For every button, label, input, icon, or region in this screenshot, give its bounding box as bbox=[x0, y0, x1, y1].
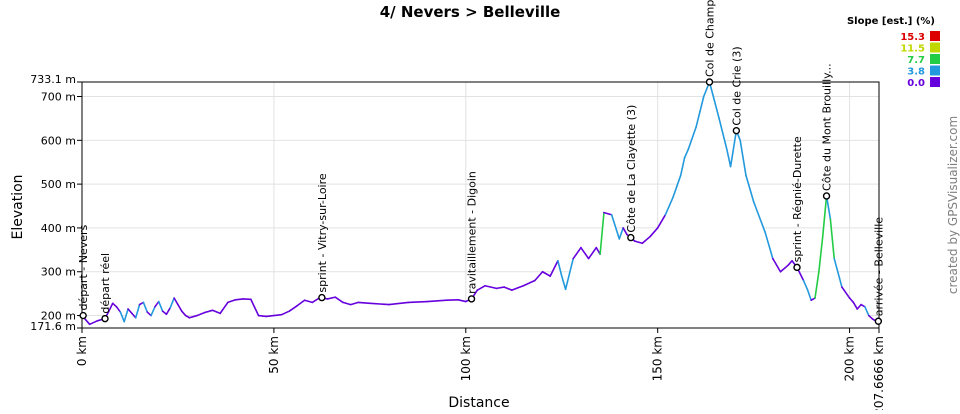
x-tick-label: 150 km bbox=[651, 336, 665, 381]
waypoint-marker bbox=[469, 296, 475, 302]
waypoint-label: arrivée - Belleville bbox=[872, 217, 885, 317]
waypoint-label: ravitaillement - Digoin bbox=[466, 171, 479, 294]
legend-swatch bbox=[930, 77, 940, 87]
x-tick-label: 100 km bbox=[459, 336, 473, 381]
legend-label: 3.8 bbox=[907, 67, 925, 78]
legend-swatch bbox=[930, 43, 940, 53]
waypoint-label: départ réel bbox=[99, 253, 112, 314]
waypoint-marker bbox=[824, 193, 830, 199]
elevation-segment bbox=[274, 315, 282, 316]
elevation-segment bbox=[259, 316, 267, 317]
y-tick-label: 300 m bbox=[41, 266, 76, 279]
waypoint-marker bbox=[628, 235, 634, 241]
elevation-area bbox=[82, 82, 879, 328]
x-tick-label: 200 km bbox=[843, 336, 857, 381]
x-tick-label: 0 km bbox=[75, 336, 89, 366]
legend-label: 7.7 bbox=[907, 55, 925, 66]
waypoint-marker bbox=[319, 295, 325, 301]
elevation-segment bbox=[266, 316, 274, 317]
elevation-segment bbox=[236, 299, 244, 300]
x-axis-label: Distance bbox=[448, 395, 509, 410]
waypoint-label: départ - Nevers bbox=[77, 224, 90, 310]
waypoint-label: sprint - Régnié-Durette bbox=[791, 136, 804, 262]
legend-label: 0.0 bbox=[907, 78, 925, 89]
y-tick-label: 400 m bbox=[41, 222, 76, 235]
legend-swatch bbox=[930, 66, 940, 76]
waypoint-label: Col de Champ... bbox=[703, 0, 716, 77]
waypoint-marker bbox=[794, 264, 800, 270]
waypoint-label: Col de Crie (3) bbox=[730, 46, 743, 125]
x-tick-label: 50 km bbox=[267, 336, 281, 374]
waypoint-marker bbox=[875, 318, 881, 324]
waypoint-marker bbox=[706, 79, 712, 85]
elevation-segment bbox=[408, 302, 427, 303]
waypoint-label: sprint - Vitry-sur-Loire bbox=[316, 173, 329, 292]
y-tick-label: 733.1 m bbox=[30, 73, 76, 86]
waypoint-label: Côte du Mont Brouilly... bbox=[821, 63, 834, 191]
watermark-text: created by GPSVisualizer.com bbox=[946, 116, 960, 294]
legend-title: Slope [est.] (%) bbox=[847, 16, 935, 27]
waypoint-marker bbox=[80, 313, 86, 319]
y-tick-label: 500 m bbox=[41, 178, 76, 191]
legend-label: 11.5 bbox=[900, 44, 925, 55]
legend-label: 15.3 bbox=[900, 32, 925, 43]
y-tick-label: 600 m bbox=[41, 134, 76, 147]
elevation-segment bbox=[358, 302, 370, 303]
waypoint-marker bbox=[102, 316, 108, 322]
y-tick-label: 700 m bbox=[41, 91, 76, 104]
y-tick-label: 200 m bbox=[41, 310, 76, 323]
y-axis-label: Elevation bbox=[10, 174, 26, 239]
x-tick-label: 207.6666 km bbox=[872, 336, 886, 410]
chart-title: 4/ Nevers > Belleville bbox=[380, 3, 561, 21]
legend-swatch bbox=[930, 31, 940, 41]
waypoint-marker bbox=[733, 128, 739, 134]
waypoint-label: Côte de La Clayette (3) bbox=[625, 105, 638, 233]
legend-swatch bbox=[930, 54, 940, 64]
